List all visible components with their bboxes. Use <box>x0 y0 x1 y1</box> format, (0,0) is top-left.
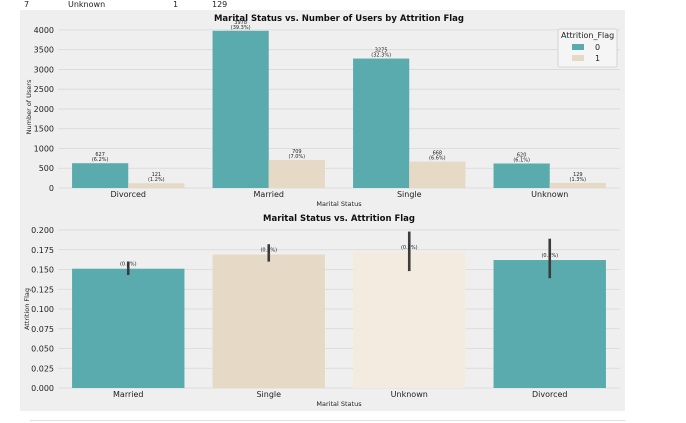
chart1-ytick-label: 0 <box>49 184 54 193</box>
chart1-bar-percent-label: (6.2%) <box>92 157 109 163</box>
chart1-bar-value-label: 3978 <box>234 20 247 26</box>
chart1-title: Marital Status vs. Number of Users by At… <box>214 14 464 24</box>
chart1-bar <box>493 163 550 188</box>
row-flag: 1 <box>173 0 179 9</box>
chart1-bar-value-label: 3275 <box>375 48 388 54</box>
chart1-ytick-label: 1500 <box>34 125 54 134</box>
chart1-xtick-label: Single <box>397 190 422 199</box>
chart2-bar-label: (0.2%) <box>260 247 277 253</box>
chart2-bar-label: (0.2%) <box>120 262 137 268</box>
chart2-bar <box>353 252 466 388</box>
chart1-bar-value-label: 129 <box>573 172 583 178</box>
chart2-xtick-label: Married <box>113 390 143 399</box>
chart1-legend-swatch <box>572 55 584 61</box>
chart2-ytick-label: 0.050 <box>31 345 54 354</box>
chart2-ytick-label: 0.200 <box>31 226 54 235</box>
chart1-legend-title: Attrition_Flag <box>561 31 614 40</box>
row-status: Unknown <box>68 0 106 9</box>
chart2-ytick-label: 0.175 <box>31 246 54 255</box>
chart1-ytick-label: 4000 <box>34 26 54 35</box>
chart1-bar <box>72 163 129 188</box>
chart1-legend-label: 0 <box>595 43 600 52</box>
chart2-ytick-label: 0.025 <box>31 364 54 373</box>
chart1-bar-value-label: 668 <box>433 151 443 157</box>
chart1-bar-percent-label: (1.3%) <box>570 177 587 183</box>
chart1-bar-value-label: 627 <box>95 152 105 158</box>
chart2-bar <box>72 268 185 388</box>
chart1-ytick-label: 2000 <box>34 105 54 114</box>
chart2-xaxis-label: Marital Status <box>316 400 362 408</box>
chart2-bar-label: (0.2%) <box>541 253 558 259</box>
output-divider <box>30 420 625 421</box>
chart2-bar-label: (0.2%) <box>401 245 418 251</box>
chart2-ytick-label: 0.125 <box>31 285 54 294</box>
chart2-ytick-label: 0.000 <box>31 384 54 393</box>
chart1-bar-percent-label: (1.2%) <box>148 177 165 183</box>
chart1-xtick-label: Married <box>254 190 284 199</box>
chart1-ytick-label: 3500 <box>34 46 54 55</box>
chart1-bar-percent-label: (6.1%) <box>513 157 530 163</box>
chart1-plot-area <box>58 22 620 188</box>
chart1-bar <box>128 183 185 188</box>
row-count: 129 <box>212 0 228 9</box>
row-index: 7 <box>24 0 30 9</box>
chart1-xtick-label: Unknown <box>531 190 568 199</box>
chart1-ytick-label: 1000 <box>34 144 54 153</box>
chart1-xtick-label: Divorced <box>110 190 146 199</box>
chart2-title: Marital Status vs. Attrition Flag <box>263 214 415 224</box>
chart1-bar <box>268 159 325 188</box>
chart1-bar-value-label: 620 <box>517 152 527 158</box>
chart2-bar <box>212 254 325 388</box>
chart2-xtick-label: Divorced <box>532 390 568 399</box>
chart1-bar <box>549 182 606 188</box>
chart2-xtick-label: Single <box>256 390 281 399</box>
chart1-legend-swatch <box>572 44 584 50</box>
chart1-bar-value-label: 709 <box>292 149 302 155</box>
chart2-yaxis-label: Attrition Flag <box>23 288 31 330</box>
chart1-bar-value-label: 121 <box>152 172 162 178</box>
chart2-ytick-label: 0.100 <box>31 305 54 314</box>
chart2-ytick-label: 0.150 <box>31 266 54 275</box>
chart1-ytick-label: 500 <box>39 164 54 173</box>
chart1-ytick-label: 3000 <box>34 65 54 74</box>
chart1-legend-label: 1 <box>595 54 600 63</box>
chart1-bar-percent-label: (6.6%) <box>429 156 446 162</box>
chart1-xaxis-label: Marital Status <box>316 200 362 208</box>
chart1-bar-percent-label: (39.3%) <box>231 25 251 31</box>
chart2-ytick-label: 0.075 <box>31 325 54 334</box>
chart1-bar <box>409 161 466 188</box>
chart2-xtick-label: Unknown <box>391 390 428 399</box>
chart1-bar-percent-label: (32.3%) <box>371 53 391 59</box>
chart1-bar <box>212 30 269 188</box>
chart1-yaxis-label: Number of Users <box>25 79 33 134</box>
chart1-bar <box>353 58 410 188</box>
chart1-ytick-label: 2500 <box>34 85 54 94</box>
chart2-bar <box>493 260 606 388</box>
dataframe-row: 7 Unknown 1 129 <box>0 0 686 10</box>
chart1-bar-percent-label: (7.0%) <box>289 154 306 160</box>
